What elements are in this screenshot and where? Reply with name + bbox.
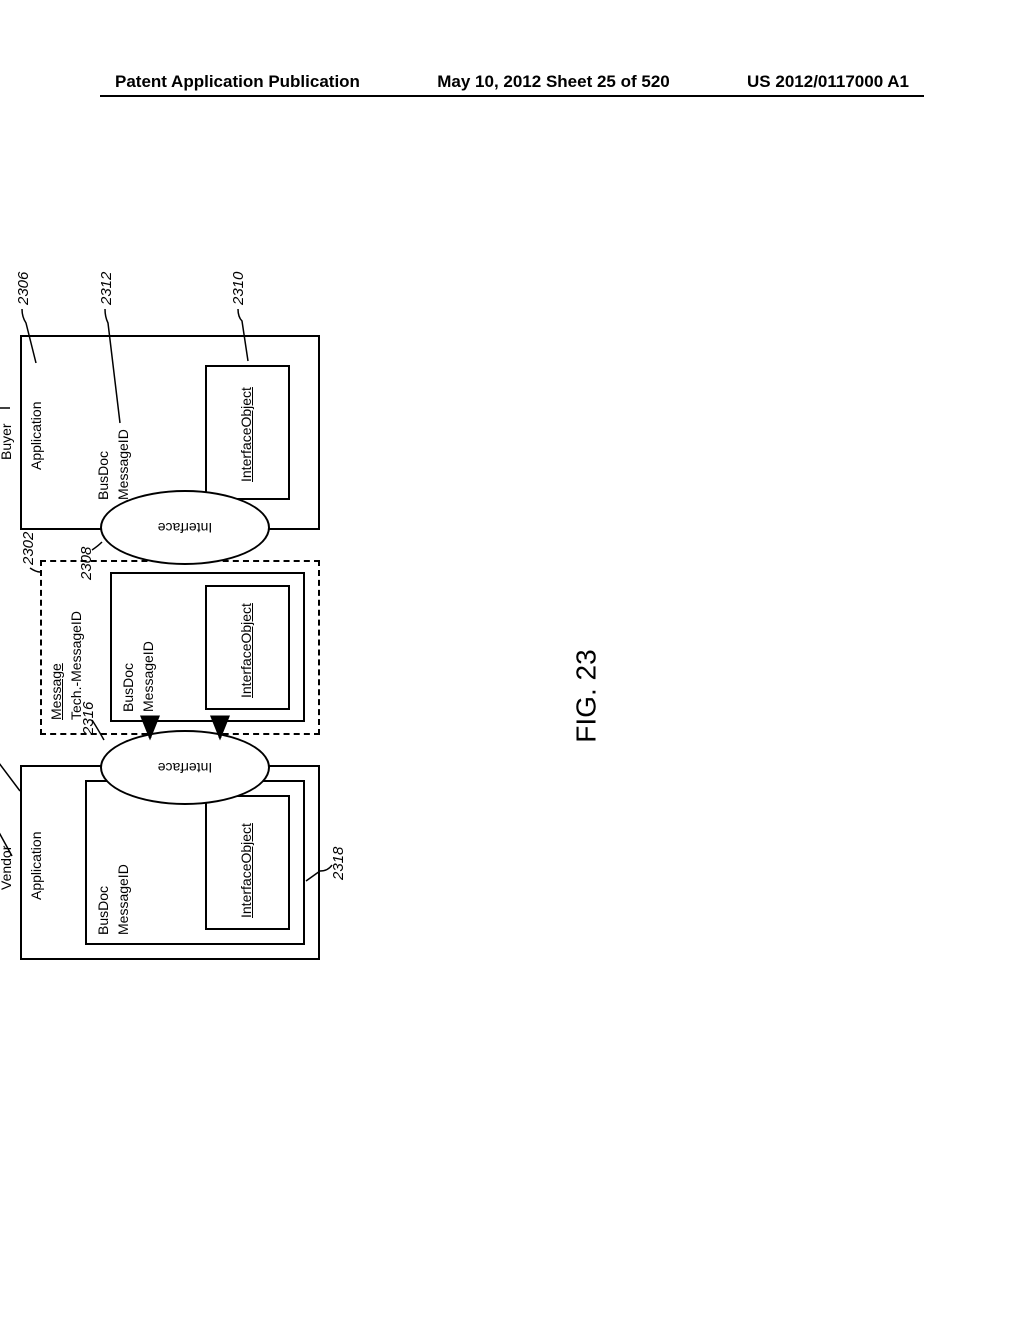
header-rule (100, 95, 924, 97)
header-left: Patent Application Publication (115, 72, 360, 92)
page-header: Patent Application Publication May 10, 2… (0, 72, 1024, 92)
figure-rotated: Interface Interface Vendor Application B… (0, 310, 350, 960)
header-center: May 10, 2012 Sheet 25 of 520 (437, 72, 669, 92)
leaders-svg (0, 260, 380, 960)
figure-number: FIG. 23 (571, 649, 603, 742)
header-right: US 2012/0117000 A1 (747, 72, 909, 92)
figure-container: Interface Interface Vendor Application B… (130, 170, 780, 540)
